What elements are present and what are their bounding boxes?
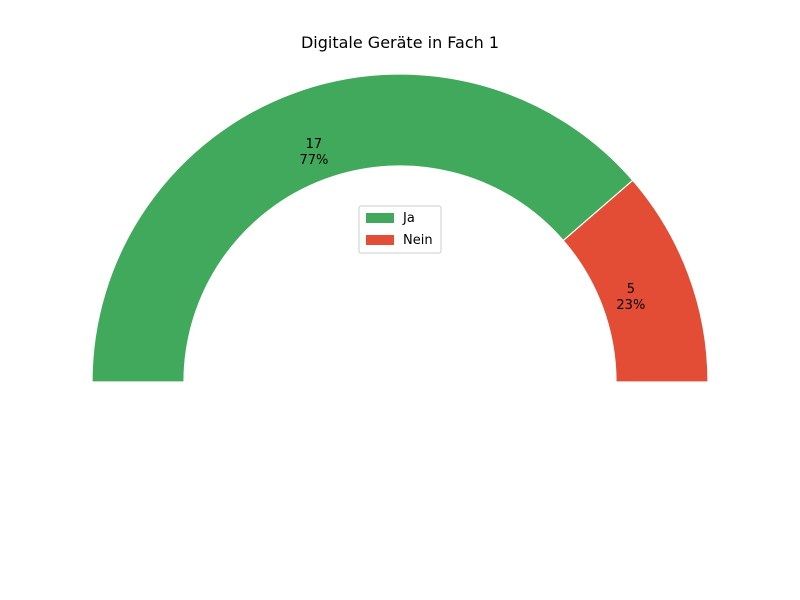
donut-slices [91, 73, 709, 383]
donut-slice-nein [562, 179, 709, 383]
slice-value-label-ja: 17 [306, 137, 323, 152]
slice-percent-label-nein: 23% [616, 298, 645, 313]
legend-label-ja: Ja [402, 211, 415, 226]
donut-slice-ja [91, 73, 634, 383]
slice-value-label-nein: 5 [627, 282, 635, 297]
chart-title: Digitale Geräte in Fach 1 [301, 33, 499, 52]
slice-percent-label-ja: 77% [299, 153, 328, 168]
legend: Ja Nein [358, 205, 442, 254]
legend-swatch-ja [366, 213, 394, 223]
legend-swatch-nein [366, 235, 394, 245]
legend-label-nein: Nein [403, 233, 433, 248]
